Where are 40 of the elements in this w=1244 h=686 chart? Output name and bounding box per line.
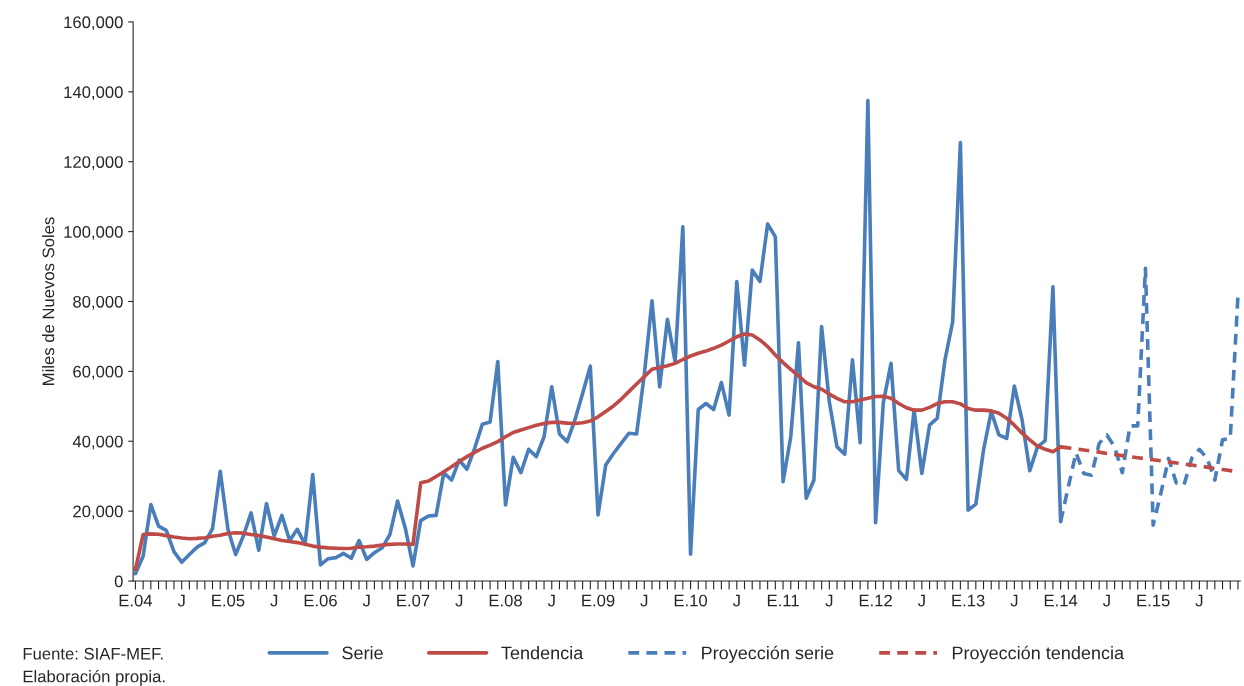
x-tick-label: E.09 (582, 594, 615, 607)
x-tick-label: J (825, 594, 833, 607)
x-tick-label: J (455, 594, 463, 607)
y-tick-label: 160,000 (64, 16, 123, 31)
source-note: Fuente: SIAF-MEF. (23, 647, 163, 660)
y-tick-label: 0 (114, 575, 123, 588)
text: Elaboración propia. (23, 669, 165, 686)
x-tick-label: E.10 (674, 594, 708, 607)
x-tick-label: J (1102, 594, 1110, 607)
y-axis-title: Miles de Nuevos Soles (42, 217, 55, 385)
x-tick-label: J (1195, 594, 1203, 607)
x-tick-label: E.12 (859, 594, 892, 607)
x-tick-label: J (177, 594, 185, 607)
x-tick-label: J (1010, 594, 1018, 607)
x-tick-label: E.15 (1137, 594, 1170, 607)
y-tick-label: 40,000 (72, 435, 123, 450)
y-tick-label: 20,000 (73, 505, 123, 520)
y-tick-label: 100,000 (64, 226, 123, 240)
legend-label: Serie (342, 646, 383, 660)
y-tick-label: 60,000 (73, 365, 123, 380)
x-tick-label: J (640, 594, 648, 607)
x-tick-label: E.13 (952, 594, 985, 607)
x-tick-label: E.04 (119, 594, 153, 607)
legend-label: Proyección tendencia (952, 645, 1125, 663)
x-tick-label: J (547, 594, 555, 607)
x-tick-label: J (917, 594, 925, 607)
x-tick-label: E.05 (212, 594, 245, 607)
legend-label: Proyección serie (702, 645, 834, 663)
y-tick-label: 120,000 (64, 156, 123, 170)
y-tick-label: 80,000 (73, 295, 123, 310)
x-tick-label: J (362, 594, 370, 607)
x-tick-label: E.07 (397, 594, 430, 607)
x-tick-label: E.06 (304, 594, 337, 607)
x-tick-label: E.11 (767, 594, 799, 607)
x-tick-label: J (270, 594, 278, 607)
x-tick-label: E.14 (1044, 594, 1078, 607)
x-tick-label: E.08 (489, 594, 522, 607)
y-tick-label: 140,000 (64, 86, 123, 101)
x-tick-label: J (732, 594, 740, 607)
legend-label: Tendencia (501, 646, 584, 660)
